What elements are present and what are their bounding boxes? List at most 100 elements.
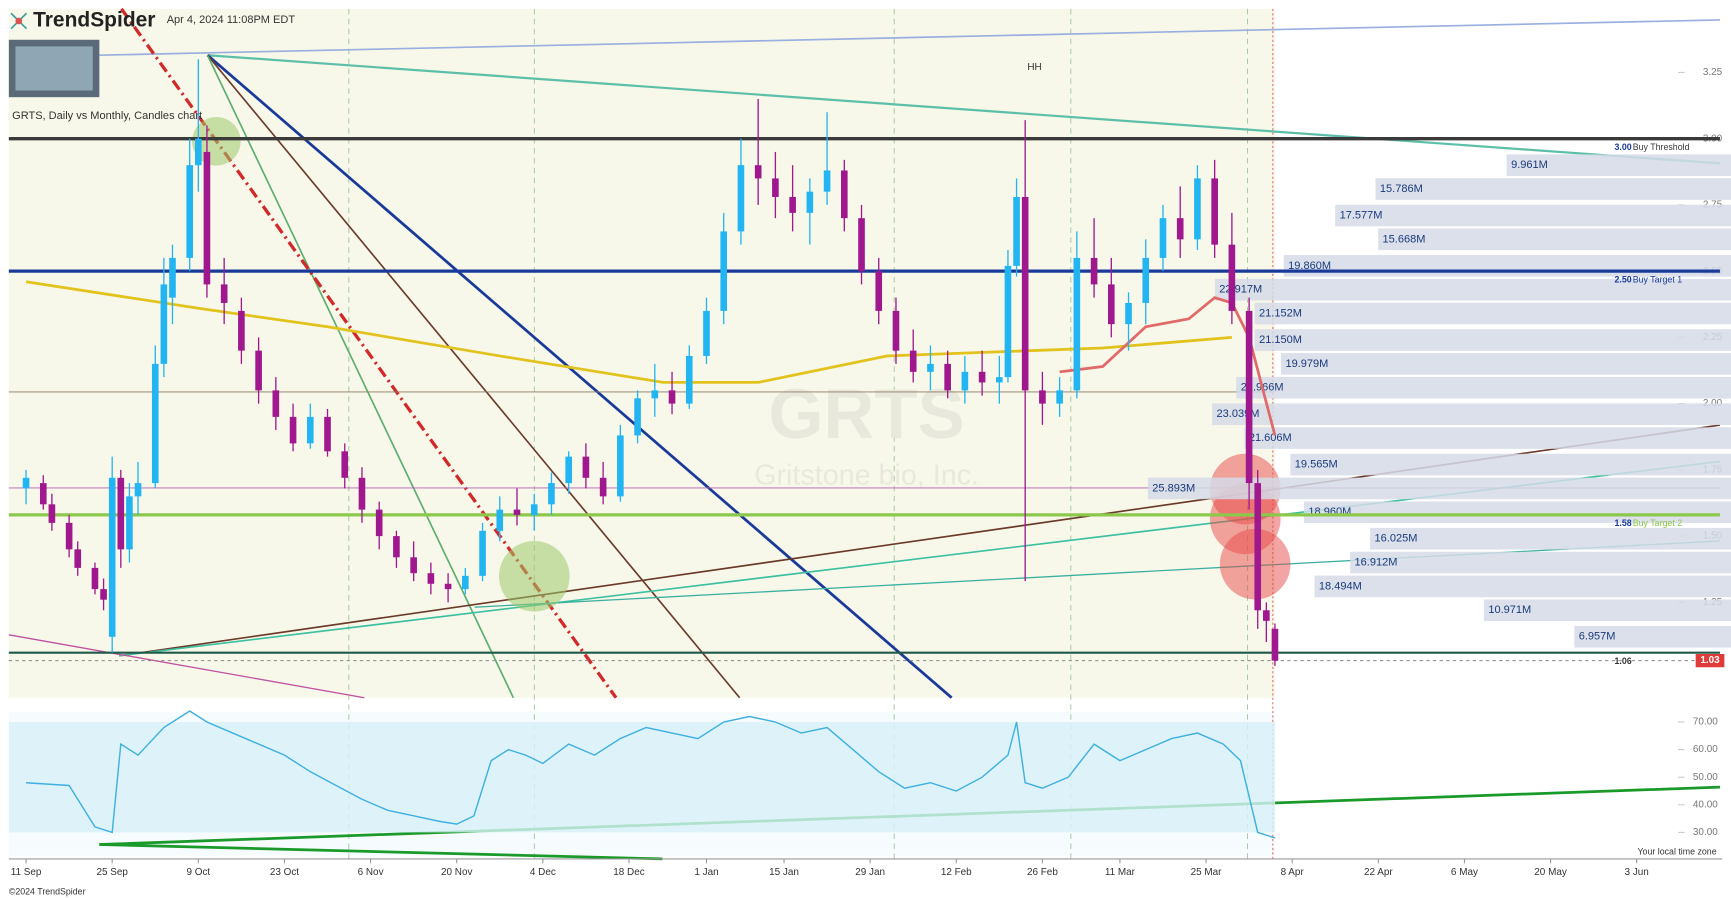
candle-body (1194, 178, 1201, 240)
candle-body (134, 483, 142, 497)
candle-body (944, 363, 951, 391)
candle-body (1228, 244, 1236, 311)
candle-body (634, 398, 641, 436)
candle-body (840, 170, 848, 219)
level-price: 2.50 (1614, 274, 1631, 284)
candle-body (1039, 390, 1046, 404)
volume-profile-label: 23.039M (1217, 408, 1260, 420)
candle-body (186, 165, 194, 258)
candle-body (599, 477, 607, 497)
candle-body (1263, 610, 1270, 621)
level-name: Buy Target 1 (1633, 274, 1682, 284)
x-tick-label: 25 Sep (96, 867, 128, 878)
candle-body (789, 196, 796, 213)
candle-body (100, 589, 107, 600)
watermark-company: Gritstone bio, Inc. (754, 460, 979, 492)
volume-profile-label: 16.912M (1355, 557, 1398, 569)
candle-body (720, 231, 728, 311)
candle-body (393, 536, 400, 558)
candle-body (117, 477, 125, 550)
candle-body (1090, 257, 1098, 285)
volume-profile-bar (1375, 178, 1731, 200)
candle-body (772, 178, 779, 197)
y-tick-label: 3.25 (1703, 67, 1723, 78)
candle-body (530, 504, 538, 515)
candle-body (22, 477, 30, 489)
timestamp: Apr 4, 2024 11:08PM EDT (167, 14, 296, 26)
candle-body (754, 165, 762, 179)
candle-body (496, 509, 504, 531)
candle-body (289, 416, 297, 444)
volume-profile-label: 25.893M (1152, 482, 1195, 494)
candle-body (513, 509, 521, 515)
chart-label: GRTS, Daily vs Monthly, Candles chart (12, 110, 202, 122)
level-name: Buy Threshold (1633, 142, 1690, 152)
candle-body (479, 530, 486, 576)
x-tick-label: 26 Feb (1027, 867, 1058, 878)
candle-body (91, 567, 99, 590)
volume-profile-label: 19.565M (1295, 458, 1338, 470)
candle-body (160, 284, 168, 364)
candle-body (806, 191, 814, 213)
candle-body (65, 522, 73, 550)
candle-body (410, 557, 417, 574)
volume-profile-bar (1236, 376, 1731, 399)
candle-body (462, 575, 469, 590)
timezone: Your local time zone (1637, 847, 1716, 857)
candle-body (1056, 390, 1063, 404)
level-price: 1.58 (1614, 518, 1631, 528)
logo-icon (10, 12, 28, 30)
volume-profile-bar (1290, 453, 1731, 476)
candle-body (548, 483, 555, 505)
x-tick-label: 11 Sep (11, 867, 42, 878)
candle-body (203, 151, 211, 285)
rsi-tick-label: 60.00 (1693, 744, 1718, 755)
volume-profile-label: 15.786M (1380, 183, 1423, 195)
candle-body (565, 456, 572, 484)
x-tick-label: 4 Dec (530, 867, 556, 878)
candle-body (737, 165, 745, 232)
x-tick-label: 11 Mar (1105, 867, 1136, 878)
volume-profile-label: 10.971M (1488, 604, 1531, 616)
volume-profile-bar (1304, 501, 1731, 524)
volume-profile-label: 15.668M (1383, 233, 1426, 245)
candle-body (255, 350, 262, 391)
volume-profile-bar (1483, 599, 1731, 622)
x-tick-label: 23 Oct (270, 867, 299, 878)
rsi-tick-label: 30.00 (1693, 827, 1718, 838)
candle-body (1245, 310, 1253, 484)
candle-body (341, 451, 349, 478)
candle-body (858, 218, 865, 272)
volume-profile-bar (1212, 403, 1731, 426)
candle-body (48, 504, 56, 523)
x-tick-label: 6 May (1451, 867, 1478, 878)
volume-profile-label: 9.961M (1511, 159, 1548, 171)
x-tick-label: 20 Nov (441, 867, 472, 878)
candle-body (1176, 218, 1184, 240)
candle-body (617, 435, 624, 497)
x-tick-label: 18 Dec (613, 867, 644, 878)
annotation: HH (1027, 62, 1041, 73)
volume-profile-label: 6.957M (1579, 631, 1616, 643)
volume-profile-bar (1281, 353, 1731, 375)
candle-body (169, 257, 176, 298)
level-price: 1.06 (1614, 656, 1631, 666)
candle-body (1159, 218, 1167, 258)
candle-body (306, 416, 314, 444)
volume-profile-bar (1378, 228, 1731, 251)
candle-body (324, 416, 331, 452)
volume-profile-bar (1506, 154, 1731, 176)
rsi-band (8, 722, 1276, 833)
candle-body (444, 583, 452, 590)
candle-body (651, 390, 659, 399)
last-price-label: 1.03 (1700, 655, 1720, 666)
candle-body (685, 355, 693, 404)
candle-body (823, 170, 831, 192)
candle-body (1004, 265, 1012, 378)
candle-body (1125, 302, 1132, 325)
rsi-tick-label: 50.00 (1693, 772, 1718, 783)
volume-profile-bar (1574, 625, 1731, 648)
volume-profile-label: 17.577M (1340, 209, 1383, 221)
rsi-tick-label: 70.00 (1693, 717, 1718, 728)
